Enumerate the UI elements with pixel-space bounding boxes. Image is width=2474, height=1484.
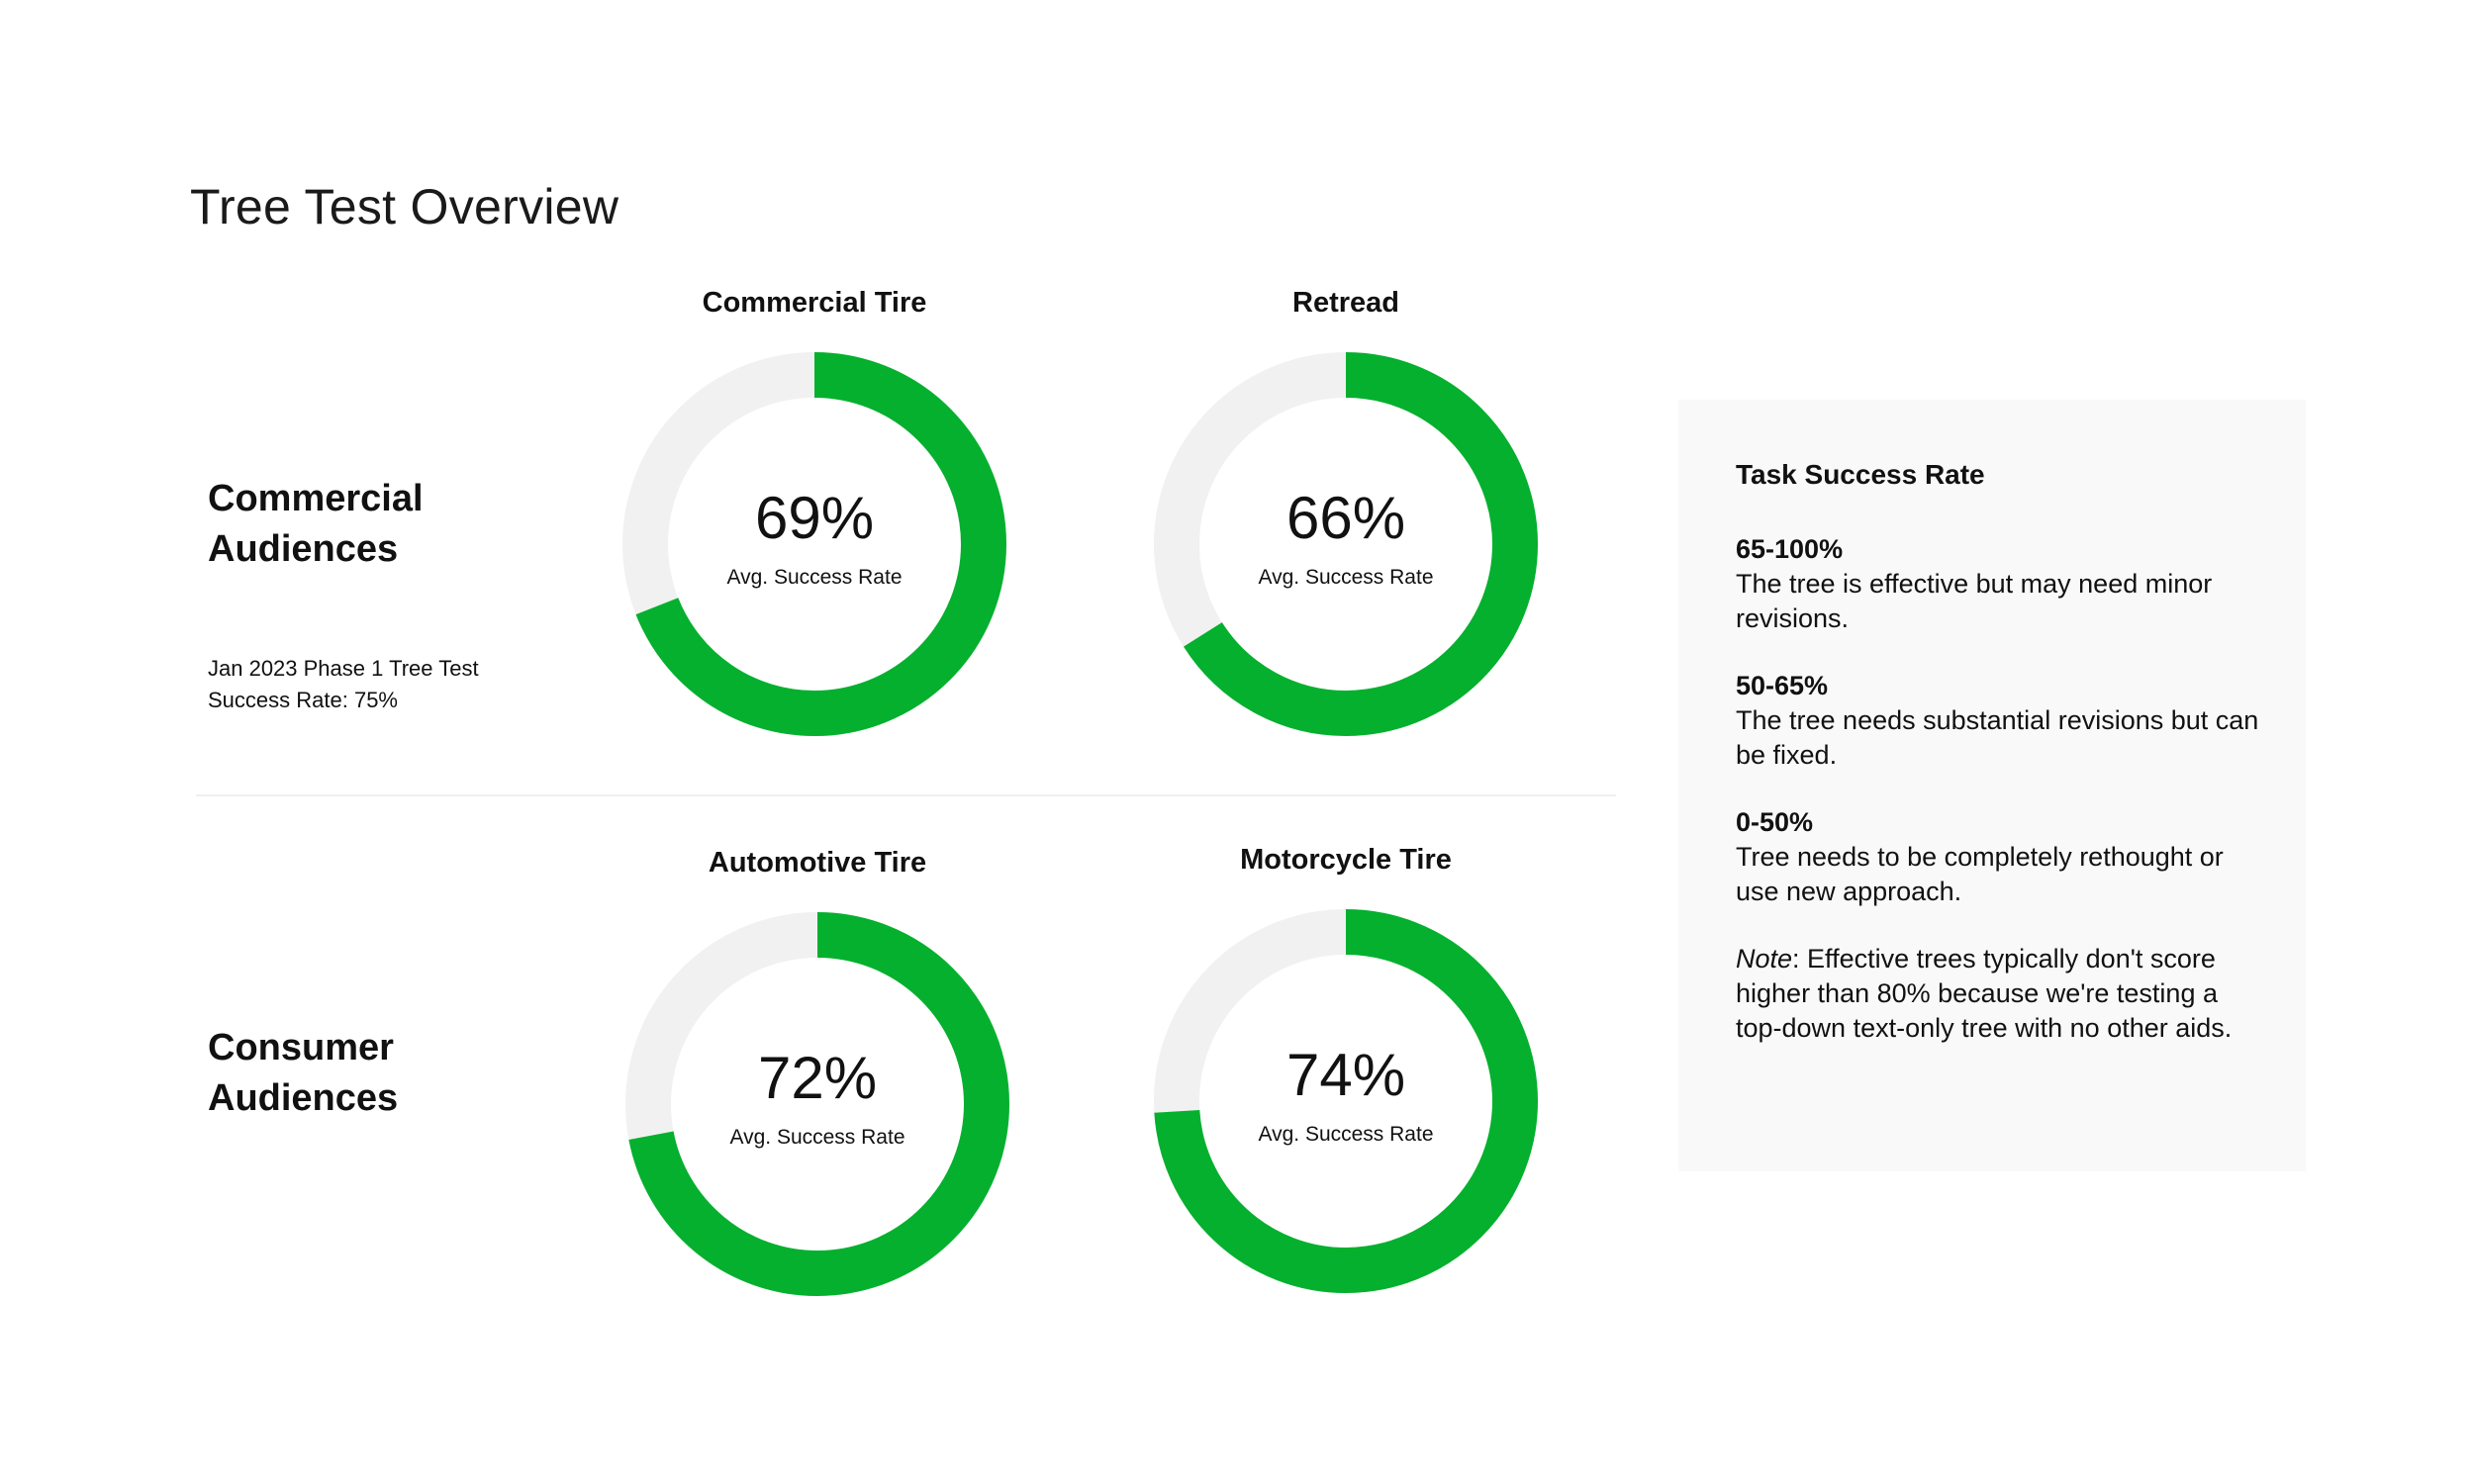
donut-svg: 72% Avg. Success Rate [625,912,1009,1296]
phase1-note-line2: Success Rate: 75% [208,688,398,712]
legend-note-label: Note [1736,944,1793,974]
legend-title: Task Success Rate [1736,459,1985,490]
donut-fill [622,352,1006,736]
legend-tier-low: 0-50% Tree needs to be completely rethou… [1736,805,2270,909]
consumer-title-line2: Audiences [208,1077,399,1119]
chart-title: Retread [1292,287,1399,319]
donut-sublabel: Avg. Success Rate [1258,566,1433,589]
donut-chart-automotive-tire: Automotive Tire 72% Avg. Success Rate [600,847,1035,1312]
donut-value-label: 74% [1286,1042,1405,1108]
donut-fill [1154,352,1538,736]
donut-sublabel: Avg. Success Rate [729,1126,904,1149]
legend-note-text: : Effective trees typically don't score … [1736,944,2233,1043]
donut-svg: 66% Avg. Success Rate [1154,352,1538,736]
legend-range: 50-65% [1736,671,1829,700]
task-success-rate-legend: Task Success Rate 65-100% The tree is ef… [1678,400,2306,1171]
chart-title: Motorcycle Tire [1240,844,1452,876]
legend-range: 65-100% [1736,534,1844,564]
donut-sublabel: Avg. Success Rate [1258,1123,1433,1146]
commercial-title-line2: Audiences [208,528,399,570]
section-divider [196,794,1616,796]
donut-chart-retread: Retread 66% Avg. Success Rate [1128,287,1564,752]
legend-note: Note: Effective trees typically don't sc… [1736,942,2270,1046]
phase1-note-line1: Jan 2023 Phase 1 Tree Test [208,656,479,681]
donut-value-label: 69% [755,485,874,551]
donut-chart-commercial-tire: Commercial Tire 69% Avg. Success Rate [597,287,1032,752]
commercial-audiences-title: Commercial Audiences [208,474,424,575]
consumer-audiences-title: Consumer Audiences [208,1023,398,1124]
commercial-title-line1: Commercial [208,478,424,519]
donut-svg: 74% Avg. Success Rate [1154,909,1538,1293]
donut-value-label: 72% [758,1045,877,1111]
consumer-title-line1: Consumer [208,1027,394,1068]
legend-range: 0-50% [1736,807,1814,837]
legend-description: The tree needs substantial revisions but… [1736,705,2259,770]
donut-sublabel: Avg. Success Rate [726,566,902,589]
legend-tier-mid: 50-65% The tree needs substantial revisi… [1736,669,2270,773]
chart-title: Commercial Tire [702,287,927,319]
donut-fill [625,912,1009,1296]
chart-title: Automotive Tire [708,847,927,879]
donut-value-label: 66% [1286,485,1405,551]
page-title: Tree Test Overview [190,179,619,234]
phase1-success-note: Jan 2023 Phase 1 Tree Test Success Rate:… [208,653,479,716]
legend-description: Tree needs to be completely rethought or… [1736,842,2224,906]
legend-description: The tree is effective but may need minor… [1736,569,2213,633]
donut-svg: 69% Avg. Success Rate [622,352,1006,736]
donut-chart-motorcycle-tire: Motorcycle Tire 74% Avg. Success Rate [1128,844,1564,1309]
donut-fill [1154,909,1538,1293]
legend-tier-high: 65-100% The tree is effective but may ne… [1736,532,2270,636]
